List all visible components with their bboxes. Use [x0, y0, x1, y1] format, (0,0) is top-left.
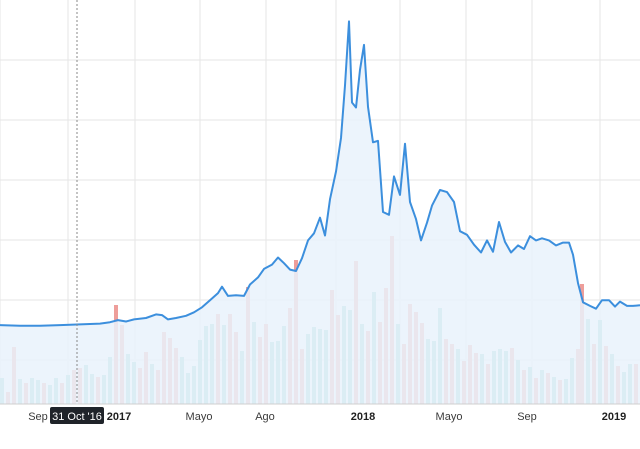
x-tick-label: 2019 [602, 411, 626, 423]
price-line [0, 20, 640, 327]
x-axis-ticks: Sep 2017 Mayo Ago 2018 Mayo Sep 2019 [28, 411, 626, 423]
price-area-fill [0, 21, 640, 405]
cursor-date-label: 31 Oct '16 [50, 407, 104, 424]
x-tick-label: Mayo [436, 411, 463, 423]
x-tick-label: Mayo [186, 411, 213, 423]
x-tick-label: Sep [28, 411, 48, 423]
cursor-date-label-text: 31 Oct '16 [52, 411, 102, 423]
cursor-date-label-bg [50, 407, 104, 424]
x-tick-label: Ago [255, 411, 275, 423]
x-tick-label: Sep [517, 411, 537, 423]
x-tick-label: 2018 [351, 411, 375, 423]
x-tick-label: 2017 [107, 411, 131, 423]
